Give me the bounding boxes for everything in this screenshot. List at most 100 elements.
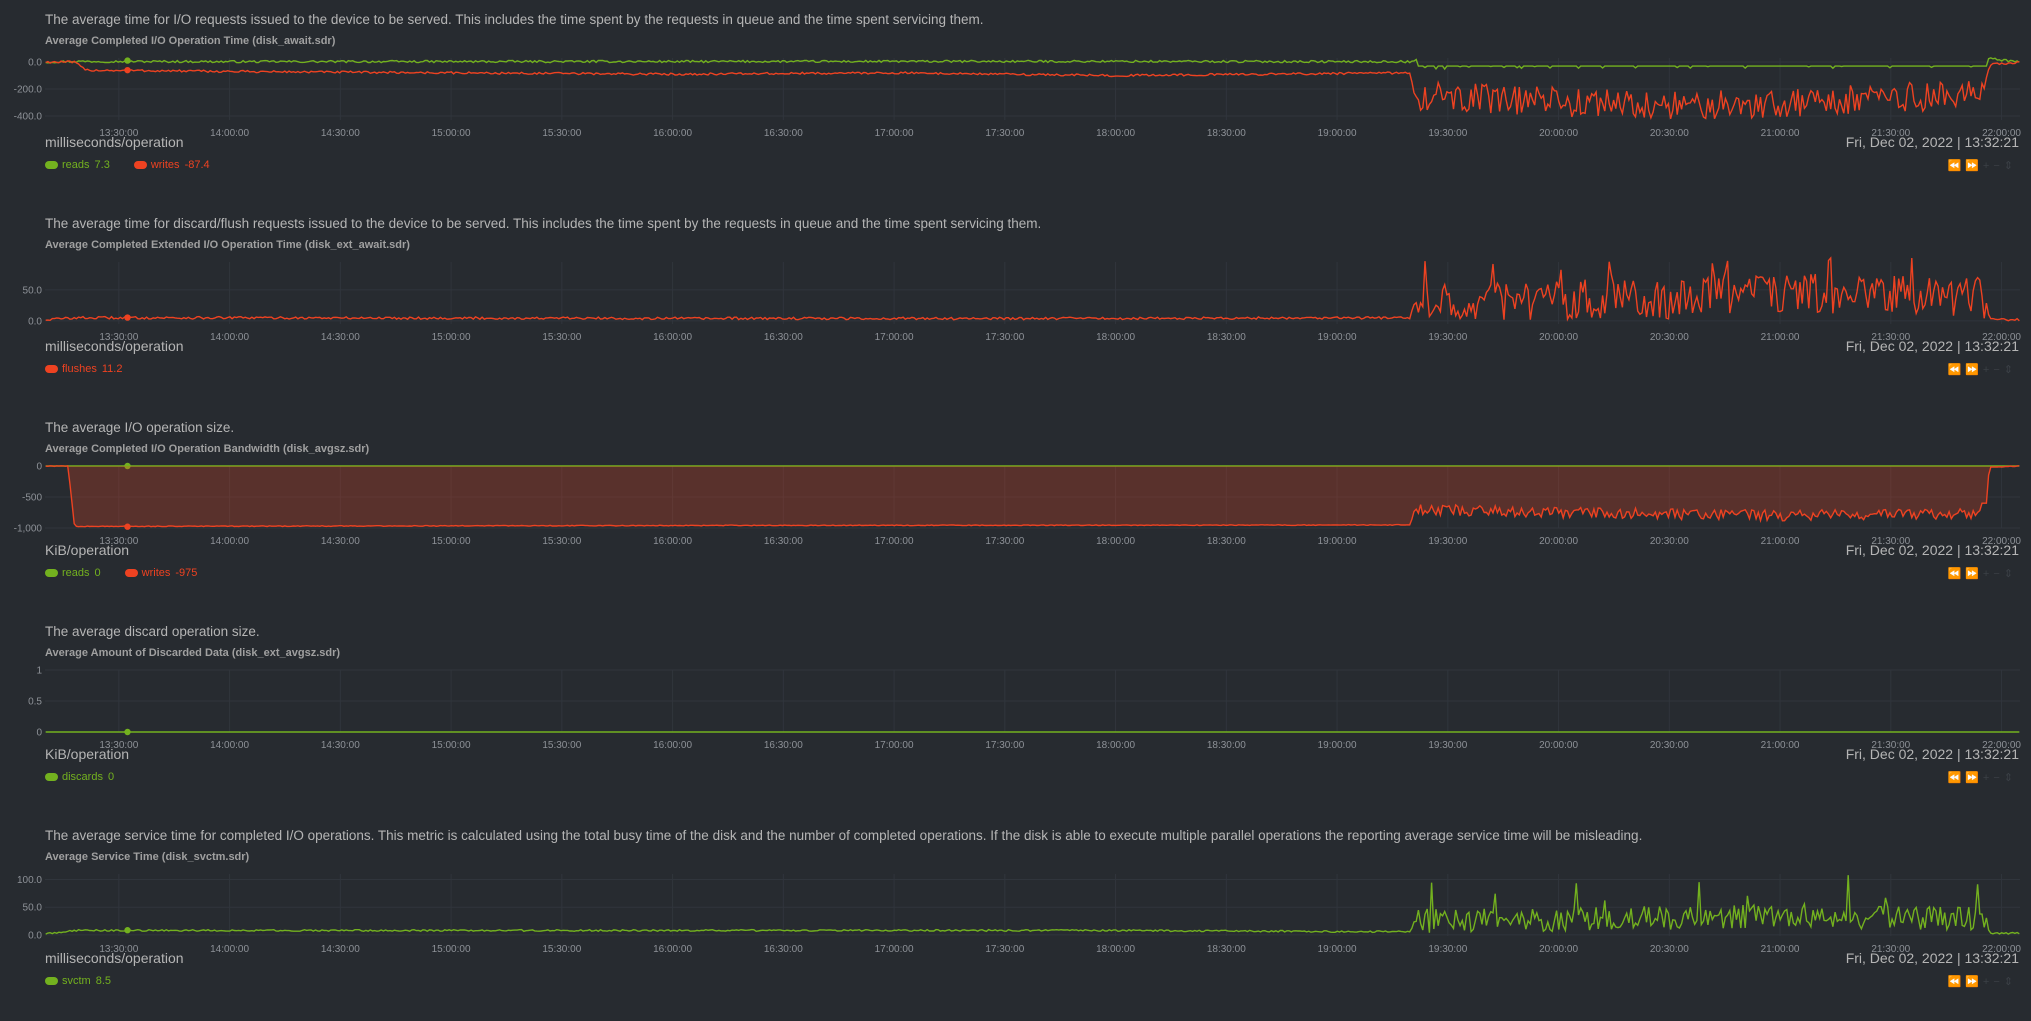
chart-plot-area[interactable]: 13:30:00 14:00:00 14:30:00 15:00:00 15:30:00…: [0, 254, 2031, 343]
legend-series-name: reads: [62, 567, 90, 579]
x-tick-label: 15:00:00: [432, 332, 471, 343]
zoom-in-icon[interactable]: +: [1982, 772, 1994, 784]
x-tick-label: 20:30:00: [1650, 740, 1689, 751]
x-tick-label: 18:30:00: [1207, 740, 1246, 751]
y-tick-label: -500: [22, 493, 42, 504]
x-tick-label: 19:30:00: [1428, 128, 1467, 139]
series-line-reads: [45, 57, 2020, 71]
y-tick-label: 0: [36, 462, 42, 473]
pan-left-icon[interactable]: ⏪: [1947, 160, 1966, 172]
zoom-out-icon[interactable]: −: [1993, 772, 2004, 784]
x-tick-label: 21:00:00: [1761, 944, 1800, 955]
legend-item-reads[interactable]: reads 7.3: [45, 159, 110, 171]
hover-marker-reads: [124, 57, 131, 64]
chart-section: The average service time for completed I…: [0, 816, 2031, 1021]
resize-icon[interactable]: ⇕: [2003, 364, 2017, 376]
zoom-out-icon[interactable]: −: [1993, 364, 2004, 376]
legend-series-name: discards: [62, 771, 103, 783]
current-datetime: Fri, Dec 02, 2022 | 13:32:21: [1845, 950, 2019, 966]
units-label: milliseconds/operation: [45, 338, 184, 354]
units-label: KiB/operation: [45, 746, 130, 762]
series-line-writes: [45, 60, 2020, 120]
x-tick-label: 14:00:00: [210, 332, 249, 343]
x-tick-label: 14:30:00: [321, 332, 360, 343]
y-tick-label: 0.0: [28, 930, 42, 941]
x-tick-label: 15:30:00: [542, 944, 581, 955]
y-tick-label: 0: [36, 728, 42, 739]
legend-series-value: -87.4: [184, 159, 210, 171]
zoom-in-icon[interactable]: +: [1982, 160, 1994, 172]
x-tick-label: 14:00:00: [210, 944, 249, 955]
pan-left-icon[interactable]: ⏪: [1947, 772, 1966, 784]
x-tick-label: 21:00:00: [1761, 332, 1800, 343]
legend-item-discards[interactable]: discards 0: [45, 771, 114, 783]
zoom-out-icon[interactable]: −: [1993, 976, 2004, 988]
chart-plot-area[interactable]: 13:30:00 14:00:00 14:30:00 15:00:00 15:30:00…: [0, 866, 2031, 955]
zoom-out-icon[interactable]: −: [1993, 568, 2004, 580]
zoom-out-icon[interactable]: −: [1993, 160, 2004, 172]
x-tick-label: 16:00:00: [653, 944, 692, 955]
y-tick-label: -1,000: [14, 524, 43, 535]
hover-marker-flushes: [124, 314, 131, 321]
legend-item-flushes[interactable]: flushes 11.2: [45, 363, 122, 375]
x-tick-label: 22:00:00: [1982, 740, 2021, 751]
x-tick-label: 17:00:00: [875, 944, 914, 955]
legend-item-writes[interactable]: writes -87.4: [133, 159, 210, 171]
resize-icon[interactable]: ⇕: [2003, 568, 2017, 580]
legend-series-value: -975: [175, 567, 198, 579]
x-tick-label: 17:30:00: [985, 128, 1024, 139]
hover-marker-writes: [124, 66, 131, 74]
chart-title: Average Service Time (disk_svctm.sdr): [45, 851, 250, 863]
x-tick-label: 14:30:00: [321, 944, 360, 955]
current-datetime: Fri, Dec 02, 2022 | 13:32:21: [1845, 542, 2019, 558]
pan-left-icon[interactable]: ⏪: [1947, 568, 1966, 580]
x-tick-label: 19:30:00: [1428, 944, 1467, 955]
pan-right-icon[interactable]: ⏩: [1965, 976, 1983, 988]
pan-left-icon[interactable]: ⏪: [1947, 976, 1966, 988]
legend-item-reads[interactable]: reads 0: [45, 567, 101, 579]
pan-right-icon[interactable]: ⏩: [1965, 772, 1983, 784]
x-tick-label: 15:00:00: [432, 128, 471, 139]
chart-navigation-toolbar: ⏪⏩+−⇕: [1948, 363, 2018, 376]
chart-plot-area[interactable]: 13:30:00 14:00:00 14:30:00 15:00:00 15:30:00…: [0, 50, 2031, 139]
zoom-in-icon[interactable]: +: [1982, 364, 1994, 376]
zoom-in-icon[interactable]: +: [1982, 568, 1994, 580]
pan-right-icon[interactable]: ⏩: [1965, 364, 1983, 376]
chart-section: The average I/O operation size. Average C…: [0, 408, 2031, 613]
x-tick-label: 21:00:00: [1761, 740, 1800, 751]
y-tick-label: 0.5: [28, 697, 42, 708]
x-tick-label: 13:30:00: [99, 536, 138, 547]
chart-title: Average Completed Extended I/O Operation…: [45, 239, 410, 251]
chart-navigation-toolbar: ⏪⏩+−⇕: [1948, 567, 2018, 580]
y-tick-label: 50.0: [23, 285, 43, 296]
resize-icon[interactable]: ⇕: [2003, 772, 2017, 784]
chart-legend: discards 0: [45, 771, 138, 783]
resize-icon[interactable]: ⇕: [2003, 976, 2017, 988]
x-tick-label: 20:00:00: [1539, 944, 1578, 955]
x-tick-label: 14:30:00: [321, 740, 360, 751]
x-tick-label: 18:00:00: [1096, 536, 1135, 547]
x-tick-label: 20:00:00: [1539, 332, 1578, 343]
chart-legend: flushes 11.2: [45, 363, 146, 375]
resize-icon[interactable]: ⇕: [2003, 160, 2017, 172]
legend-series-value: 0: [94, 567, 101, 579]
chart-plot-area[interactable]: 13:30:00 14:00:00 14:30:00 15:00:00 15:30:00…: [0, 458, 2031, 548]
chart-plot-area[interactable]: 13:30:00 14:00:00 14:30:00 15:00:00 15:30:00…: [0, 662, 2031, 752]
x-tick-label: 20:30:00: [1650, 332, 1689, 343]
x-tick-label: 13:30:00: [99, 332, 138, 343]
chart-description: The average time for discard/flush reque…: [45, 216, 1042, 231]
x-tick-label: 16:30:00: [764, 536, 803, 547]
chart-section: The average time for I/O requests issued…: [0, 0, 2031, 205]
zoom-in-icon[interactable]: +: [1982, 976, 1994, 988]
legend-item-svctm[interactable]: svctm 8.5: [45, 975, 111, 987]
hover-marker-reads: [124, 462, 131, 470]
legend-item-writes[interactable]: writes -975: [124, 567, 198, 579]
chart-title: Average Completed I/O Operation Time (di…: [45, 35, 336, 47]
x-tick-label: 16:00:00: [653, 332, 692, 343]
pan-left-icon[interactable]: ⏪: [1947, 364, 1966, 376]
pan-right-icon[interactable]: ⏩: [1965, 568, 1983, 580]
x-tick-label: 19:30:00: [1428, 740, 1467, 751]
pan-right-icon[interactable]: ⏩: [1965, 160, 1983, 172]
legend-series-value: 7.3: [94, 159, 110, 171]
chart-description: The average time for I/O requests issued…: [45, 12, 984, 27]
